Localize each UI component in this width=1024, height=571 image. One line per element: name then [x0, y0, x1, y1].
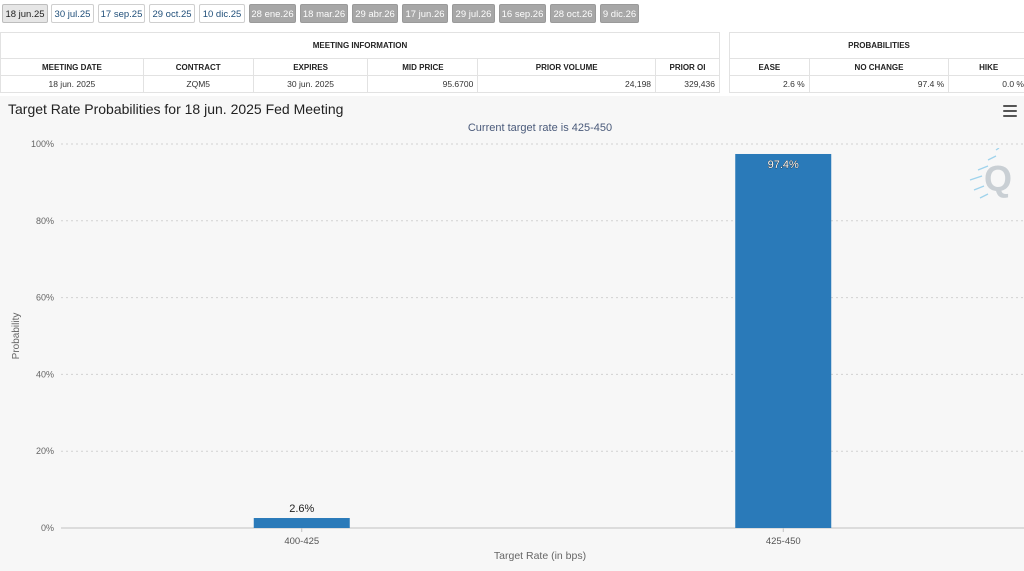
bar-data-label: 97.4% — [768, 159, 799, 171]
x-tick-label: 400-425 — [284, 536, 319, 547]
logo-watermark-icon: Q — [966, 147, 1016, 209]
tab-meeting-date: 17 jun.26 — [402, 4, 448, 23]
tab-meeting-date[interactable]: 29 oct.25 — [149, 4, 195, 23]
bar — [253, 518, 350, 528]
tab-meeting-date[interactable]: 10 dic.25 — [199, 4, 245, 23]
prior-oi-value: 329,436 — [655, 75, 720, 93]
chart-subtitle: Current target rate is 425-450 — [467, 122, 613, 134]
y-tick-label: 100% — [31, 139, 54, 149]
y-tick-label: 40% — [36, 369, 54, 379]
probability-chart: 0% 20% 40% 60% 80% 100% Probability 2.6% 400-425… — [11, 139, 1024, 562]
tab-meeting-date[interactable]: 30 jul.25 — [51, 4, 94, 23]
ease-header: EASE — [729, 58, 810, 76]
tab-meeting-date: 29 jul.26 — [452, 4, 495, 23]
x-axis-title: Target Rate (in bps) — [494, 550, 586, 562]
expires-value: 30 jun. 2025 — [252, 75, 369, 93]
svg-text:Q: Q — [984, 158, 1012, 199]
tab-meeting-date[interactable]: 18 jun.25 — [2, 4, 48, 23]
tab-meeting-date: 29 abr.26 — [352, 4, 398, 23]
meeting-date-value: 18 jun. 2025 — [0, 75, 144, 93]
probabilities-table: PROBABILITIES EASE NO CHANGE HIKE 2.6 % 97.… — [729, 32, 1024, 93]
chart-panel: 0% 20% 40% 60% 80% 100% Probability 2.6% 400-425… — [0, 96, 1024, 571]
meeting-information-table: MEETING INFORMATION MEETING DATE CONTRACT… — [0, 32, 720, 93]
mid-price-header: MID PRICE — [367, 58, 479, 76]
y-tick-label: 80% — [36, 216, 54, 226]
contract-header: CONTRACT — [142, 58, 254, 76]
meeting-date-header: MEETING DATE — [0, 58, 144, 76]
hike-value: 0.0 % — [948, 75, 1024, 93]
prior-oi-header: PRIOR OI — [655, 58, 720, 76]
prior-volume-value: 24,198 — [477, 75, 657, 93]
x-tick-label: 425-450 — [766, 536, 801, 547]
tab-meeting-date[interactable]: 17 sep.25 — [98, 4, 145, 23]
expires-header: EXPIRES — [252, 58, 369, 76]
tab-meeting-date: 28 oct.26 — [550, 4, 596, 23]
tab-meeting-date: 16 sep.26 — [499, 4, 546, 23]
bar — [735, 153, 832, 528]
contract-value: ZQM5 — [142, 75, 254, 93]
chart-menu-icon[interactable] — [1003, 105, 1017, 117]
no-change-value: 97.4 % — [808, 75, 950, 93]
mid-price-value: 95.6700 — [367, 75, 479, 93]
chart-title: Target Rate Probabilities for 18 jun. 20… — [8, 101, 344, 117]
prior-volume-header: PRIOR VOLUME — [477, 58, 657, 76]
tab-meeting-date: 18 mar.26 — [300, 4, 348, 23]
tab-meeting-date: 28 ene.26 — [249, 4, 296, 23]
y-axis-title: Probability — [11, 313, 22, 360]
meeting-information-title: MEETING INFORMATION — [0, 32, 720, 59]
y-tick-label: 20% — [36, 446, 54, 456]
y-tick-label: 60% — [36, 293, 54, 303]
ease-value: 2.6 % — [729, 75, 810, 93]
bar-data-label: 2.6% — [289, 503, 314, 515]
tab-meeting-date: 9 dic.26 — [600, 4, 639, 23]
no-change-header: NO CHANGE — [808, 58, 950, 76]
y-tick-label: 0% — [41, 523, 54, 533]
hike-header: HIKE — [948, 58, 1024, 76]
probabilities-title: PROBABILITIES — [729, 32, 1024, 59]
